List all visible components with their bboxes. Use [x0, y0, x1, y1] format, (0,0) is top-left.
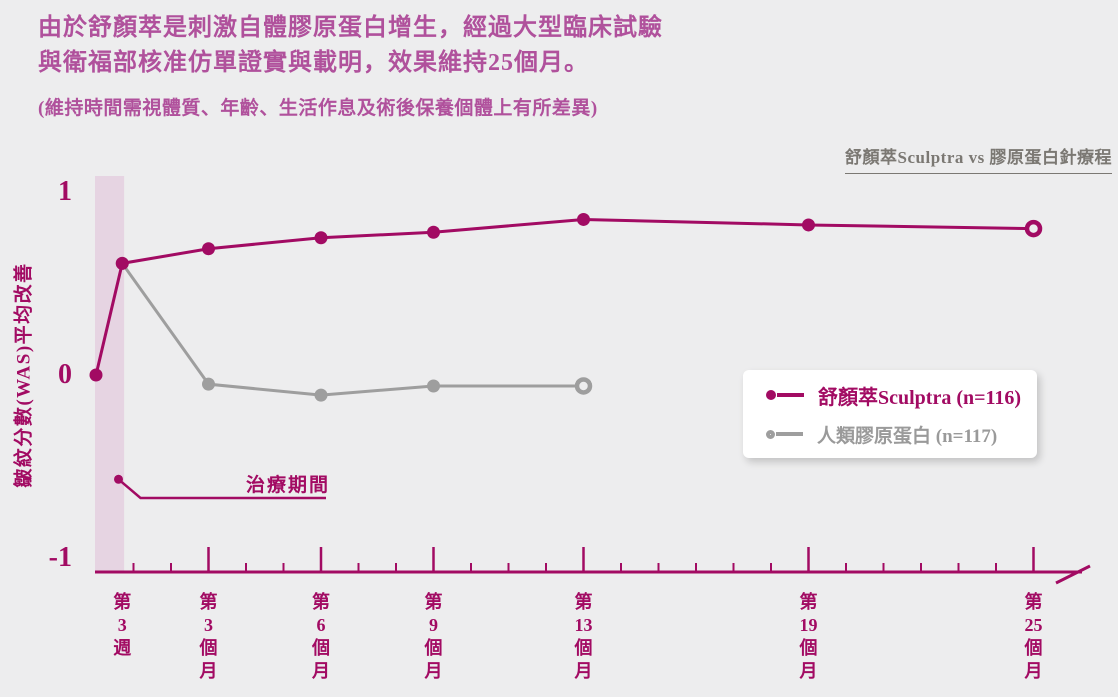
data-point-sculptra [314, 231, 328, 245]
chart-legend: 舒顏萃Sculptra (n=116) 人類膠原蛋白 (n=117) [743, 370, 1037, 458]
legend-item-collagen: 人類膠原蛋白 (n=117) [766, 421, 1037, 448]
data-point-sculptra [427, 225, 440, 239]
line-marker-icon [776, 432, 803, 436]
page-title-line-1: 由於舒顏萃是刺激自體膠原蛋白增生，經過大型臨床試驗 [38, 15, 663, 41]
data-point-collagen [202, 377, 215, 391]
y-tick-label-minus-1: -1 [48, 542, 72, 573]
y-tick-label-0: 0 [58, 359, 72, 390]
x-axis-arrow [1055, 564, 1091, 585]
treatment-period-label: 治療期間 [246, 475, 331, 496]
data-point-collagen [314, 388, 328, 402]
disclaimer-text: (維持時間需視體質、年齡、生活作息及術後保養個體上有所差異) [38, 98, 598, 119]
data-point-sculptra [89, 368, 103, 382]
page-title-line-2: 與衛福部核准仿單證實與載明，效果維持25個月。 [38, 50, 589, 76]
treatment-period-dot [114, 474, 123, 484]
data-point-collagen [427, 379, 440, 393]
y-tick-label-1: 1 [58, 176, 72, 207]
legend-label-collagen: 人類膠原蛋白 (n=117) [817, 425, 998, 447]
open-data-point-sculptra [1024, 219, 1043, 238]
data-point-sculptra [577, 212, 590, 226]
legend-label-sculptra: 舒顏萃Sculptra (n=116) [818, 386, 1022, 409]
open-circle-marker-icon [766, 429, 775, 439]
legend-item-sculptra: 舒顏萃Sculptra (n=116) [766, 381, 1037, 410]
open-data-point-collagen [574, 377, 593, 395]
line-marker-icon [777, 393, 804, 397]
series-line-collagen [121, 262, 584, 397]
data-point-sculptra [115, 256, 129, 270]
treatment-period-callout-line [117, 478, 326, 500]
chart-title: 舒顏萃Sculptra vs 膠原蛋白針療程 [845, 143, 1112, 174]
data-point-sculptra [202, 242, 215, 256]
data-point-sculptra [802, 218, 815, 232]
series-line-sculptra [94, 217, 1034, 376]
open-circle-marker-icon [766, 390, 776, 400]
